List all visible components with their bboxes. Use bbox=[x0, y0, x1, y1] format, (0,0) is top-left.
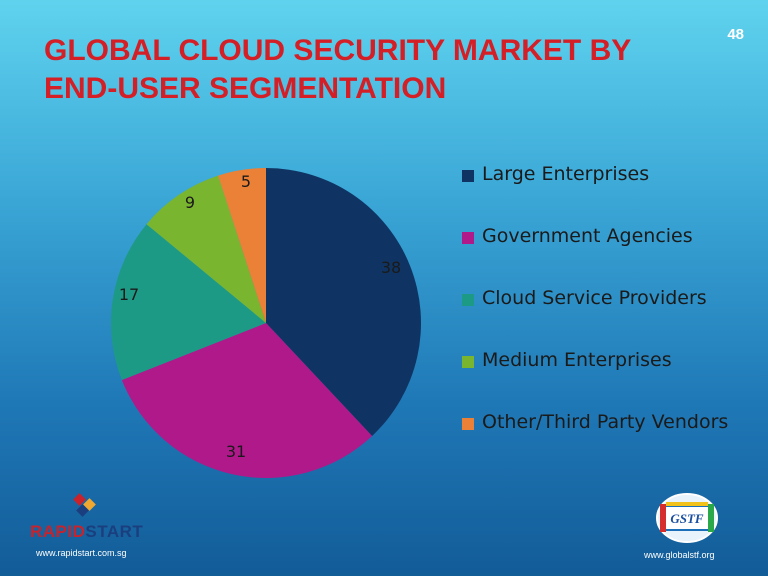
legend-item-medium-enterprises: Medium Enterprises bbox=[460, 348, 750, 410]
legend-swatch bbox=[462, 232, 474, 244]
slide-number: 48 bbox=[727, 26, 744, 43]
data-label-other-vendors: 5 bbox=[241, 172, 251, 191]
legend-label: Other/Third Party Vendors bbox=[482, 411, 729, 433]
rapidstart-wordmark: RAPIDSTART bbox=[30, 522, 143, 542]
legend-item-cloud-service-providers: Cloud Service Providers bbox=[460, 286, 750, 348]
data-label-government-agencies: 31 bbox=[226, 442, 246, 461]
data-label-cloud-service-providers: 17 bbox=[119, 285, 139, 304]
pie-slice-government-agencies bbox=[121, 323, 373, 478]
legend-label: Large Enterprises bbox=[482, 163, 650, 185]
legend-swatch bbox=[462, 356, 474, 368]
gstf-url: www.globalstf.org bbox=[644, 550, 715, 560]
title-line-1: GLOBAL CLOUD SECURITY MARKET BY bbox=[44, 34, 632, 67]
rapidstart-mark-icon bbox=[73, 493, 96, 517]
rapidstart-wordmark-part1: RAPID bbox=[30, 522, 86, 541]
legend-item-large-enterprises: Large Enterprises bbox=[460, 162, 750, 224]
legend-label: Government Agencies bbox=[482, 225, 693, 247]
legend-swatch bbox=[462, 418, 474, 430]
pie-slice-other-vendors bbox=[218, 168, 266, 323]
rapidstart-logo: RAPIDSTART www.rapidstart.com.sg bbox=[30, 492, 150, 562]
rapidstart-url: www.rapidstart.com.sg bbox=[36, 548, 127, 558]
legend-label: Cloud Service Providers bbox=[482, 287, 707, 309]
rapidstart-wordmark-part2: START bbox=[85, 522, 144, 541]
gstf-logo: GSTF www.globalstf.org bbox=[640, 492, 750, 564]
legend-swatch bbox=[462, 294, 474, 306]
data-label-large-enterprises: 38 bbox=[381, 258, 401, 277]
legend-item-other-vendors: Other/Third Party Vendors bbox=[460, 410, 750, 472]
pie-slice-medium-enterprises bbox=[146, 175, 266, 323]
slide-title: GLOBAL CLOUD SECURITY MARKET BY END-USER… bbox=[44, 32, 684, 108]
legend-swatch bbox=[462, 170, 474, 182]
gstf-globe-icon: GSTF bbox=[656, 493, 718, 543]
legend-item-government-agencies: Government Agencies bbox=[460, 224, 750, 286]
data-label-medium-enterprises: 9 bbox=[185, 193, 195, 212]
legend-label: Medium Enterprises bbox=[482, 349, 672, 371]
gstf-logo-text: GSTF bbox=[670, 511, 704, 526]
pie-slice-large-enterprises bbox=[266, 168, 421, 436]
chart-legend: Large Enterprises Government Agencies Cl… bbox=[460, 162, 750, 472]
title-line-2: END-USER SEGMENTATION bbox=[44, 72, 447, 105]
pie-slice-cloud-service-providers bbox=[111, 224, 267, 381]
